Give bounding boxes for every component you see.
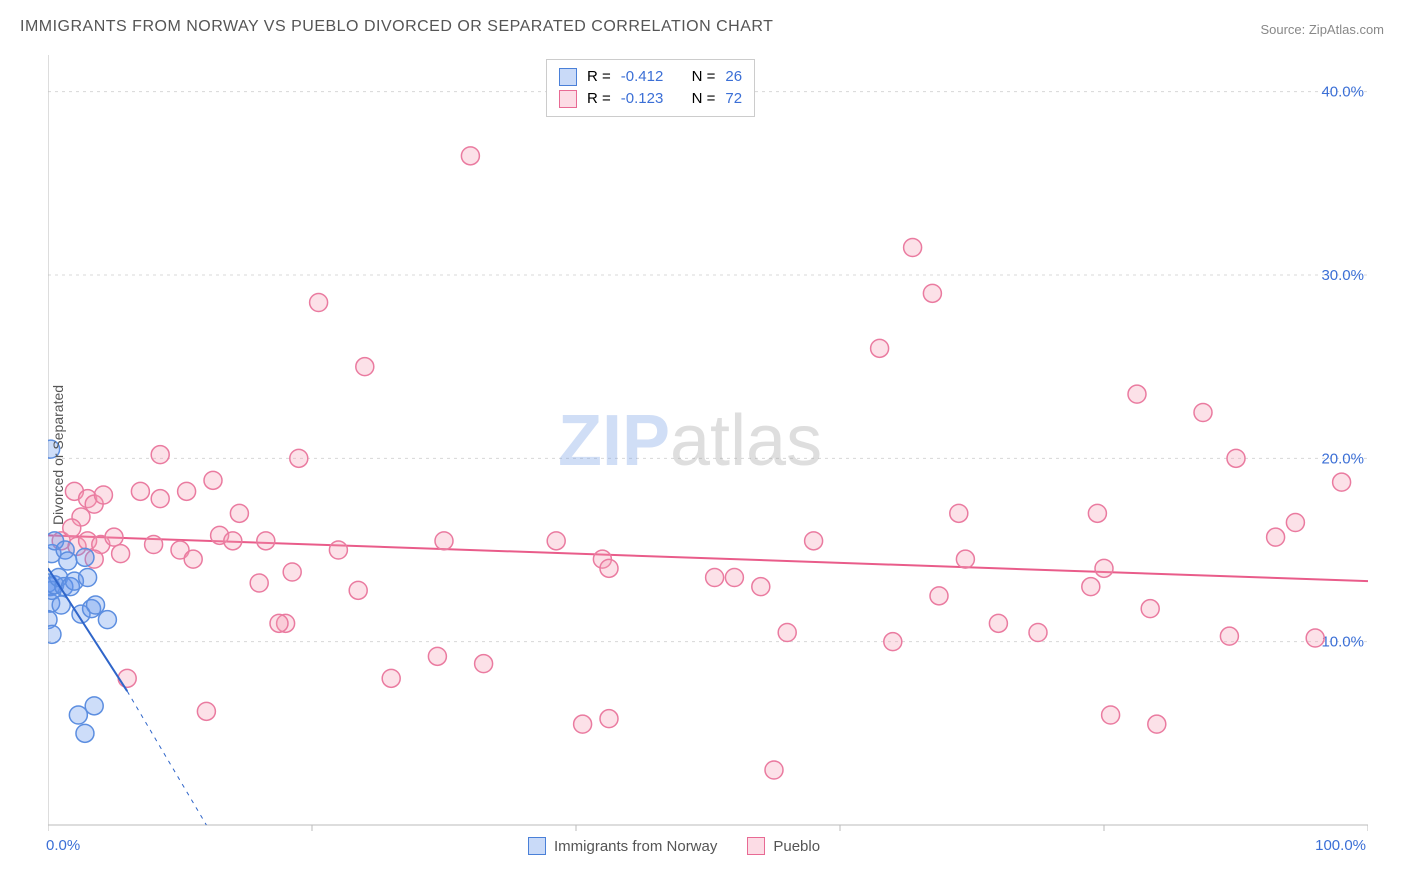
chart-plot-area: Divorced or Separated 10.0% 20.0% 30.0% 40.… xyxy=(48,55,1368,855)
svg-text:10.0%: 10.0% xyxy=(1321,634,1364,651)
r-value-2: -0.123 xyxy=(621,88,664,110)
legend-item-2: Pueblo xyxy=(747,837,820,855)
scatter-chart: 10.0% 20.0% 30.0% 40.0% xyxy=(48,55,1368,855)
legend-swatch-pink xyxy=(559,90,577,108)
legend-label-1: Immigrants from Norway xyxy=(554,838,717,855)
legend-swatch-pink xyxy=(747,837,765,855)
svg-text:40.0%: 40.0% xyxy=(1321,84,1364,101)
stats-row-series1: R = -0.412 N = 26 xyxy=(559,66,742,88)
x-axis-max-label: 100.0% xyxy=(1315,837,1366,854)
legend-item-1: Immigrants from Norway xyxy=(528,837,717,855)
source-label: Source: ZipAtlas.com xyxy=(1260,22,1384,37)
n-value-1: 26 xyxy=(725,66,742,88)
svg-text:20.0%: 20.0% xyxy=(1321,450,1364,467)
stats-row-series2: R = -0.123 N = 72 xyxy=(559,88,742,110)
legend-swatch-blue xyxy=(528,837,546,855)
legend-swatch-blue xyxy=(559,68,577,86)
r-label: R = xyxy=(587,66,611,88)
n-value-2: 72 xyxy=(725,88,742,110)
x-axis-min-label: 0.0% xyxy=(46,837,80,854)
r-value-1: -0.412 xyxy=(621,66,664,88)
n-label: N = xyxy=(692,66,716,88)
svg-text:30.0%: 30.0% xyxy=(1321,267,1364,284)
n-label: N = xyxy=(692,88,716,110)
x-axis-legend: Immigrants from Norway Pueblo xyxy=(528,837,820,855)
correlation-stats-box: R = -0.412 N = 26 R = -0.123 N = 72 xyxy=(546,59,755,117)
r-label: R = xyxy=(587,88,611,110)
legend-label-2: Pueblo xyxy=(773,838,820,855)
y-axis-label: Divorced or Separated xyxy=(50,385,66,525)
chart-title: IMMIGRANTS FROM NORWAY VS PUEBLO DIVORCE… xyxy=(20,18,773,36)
